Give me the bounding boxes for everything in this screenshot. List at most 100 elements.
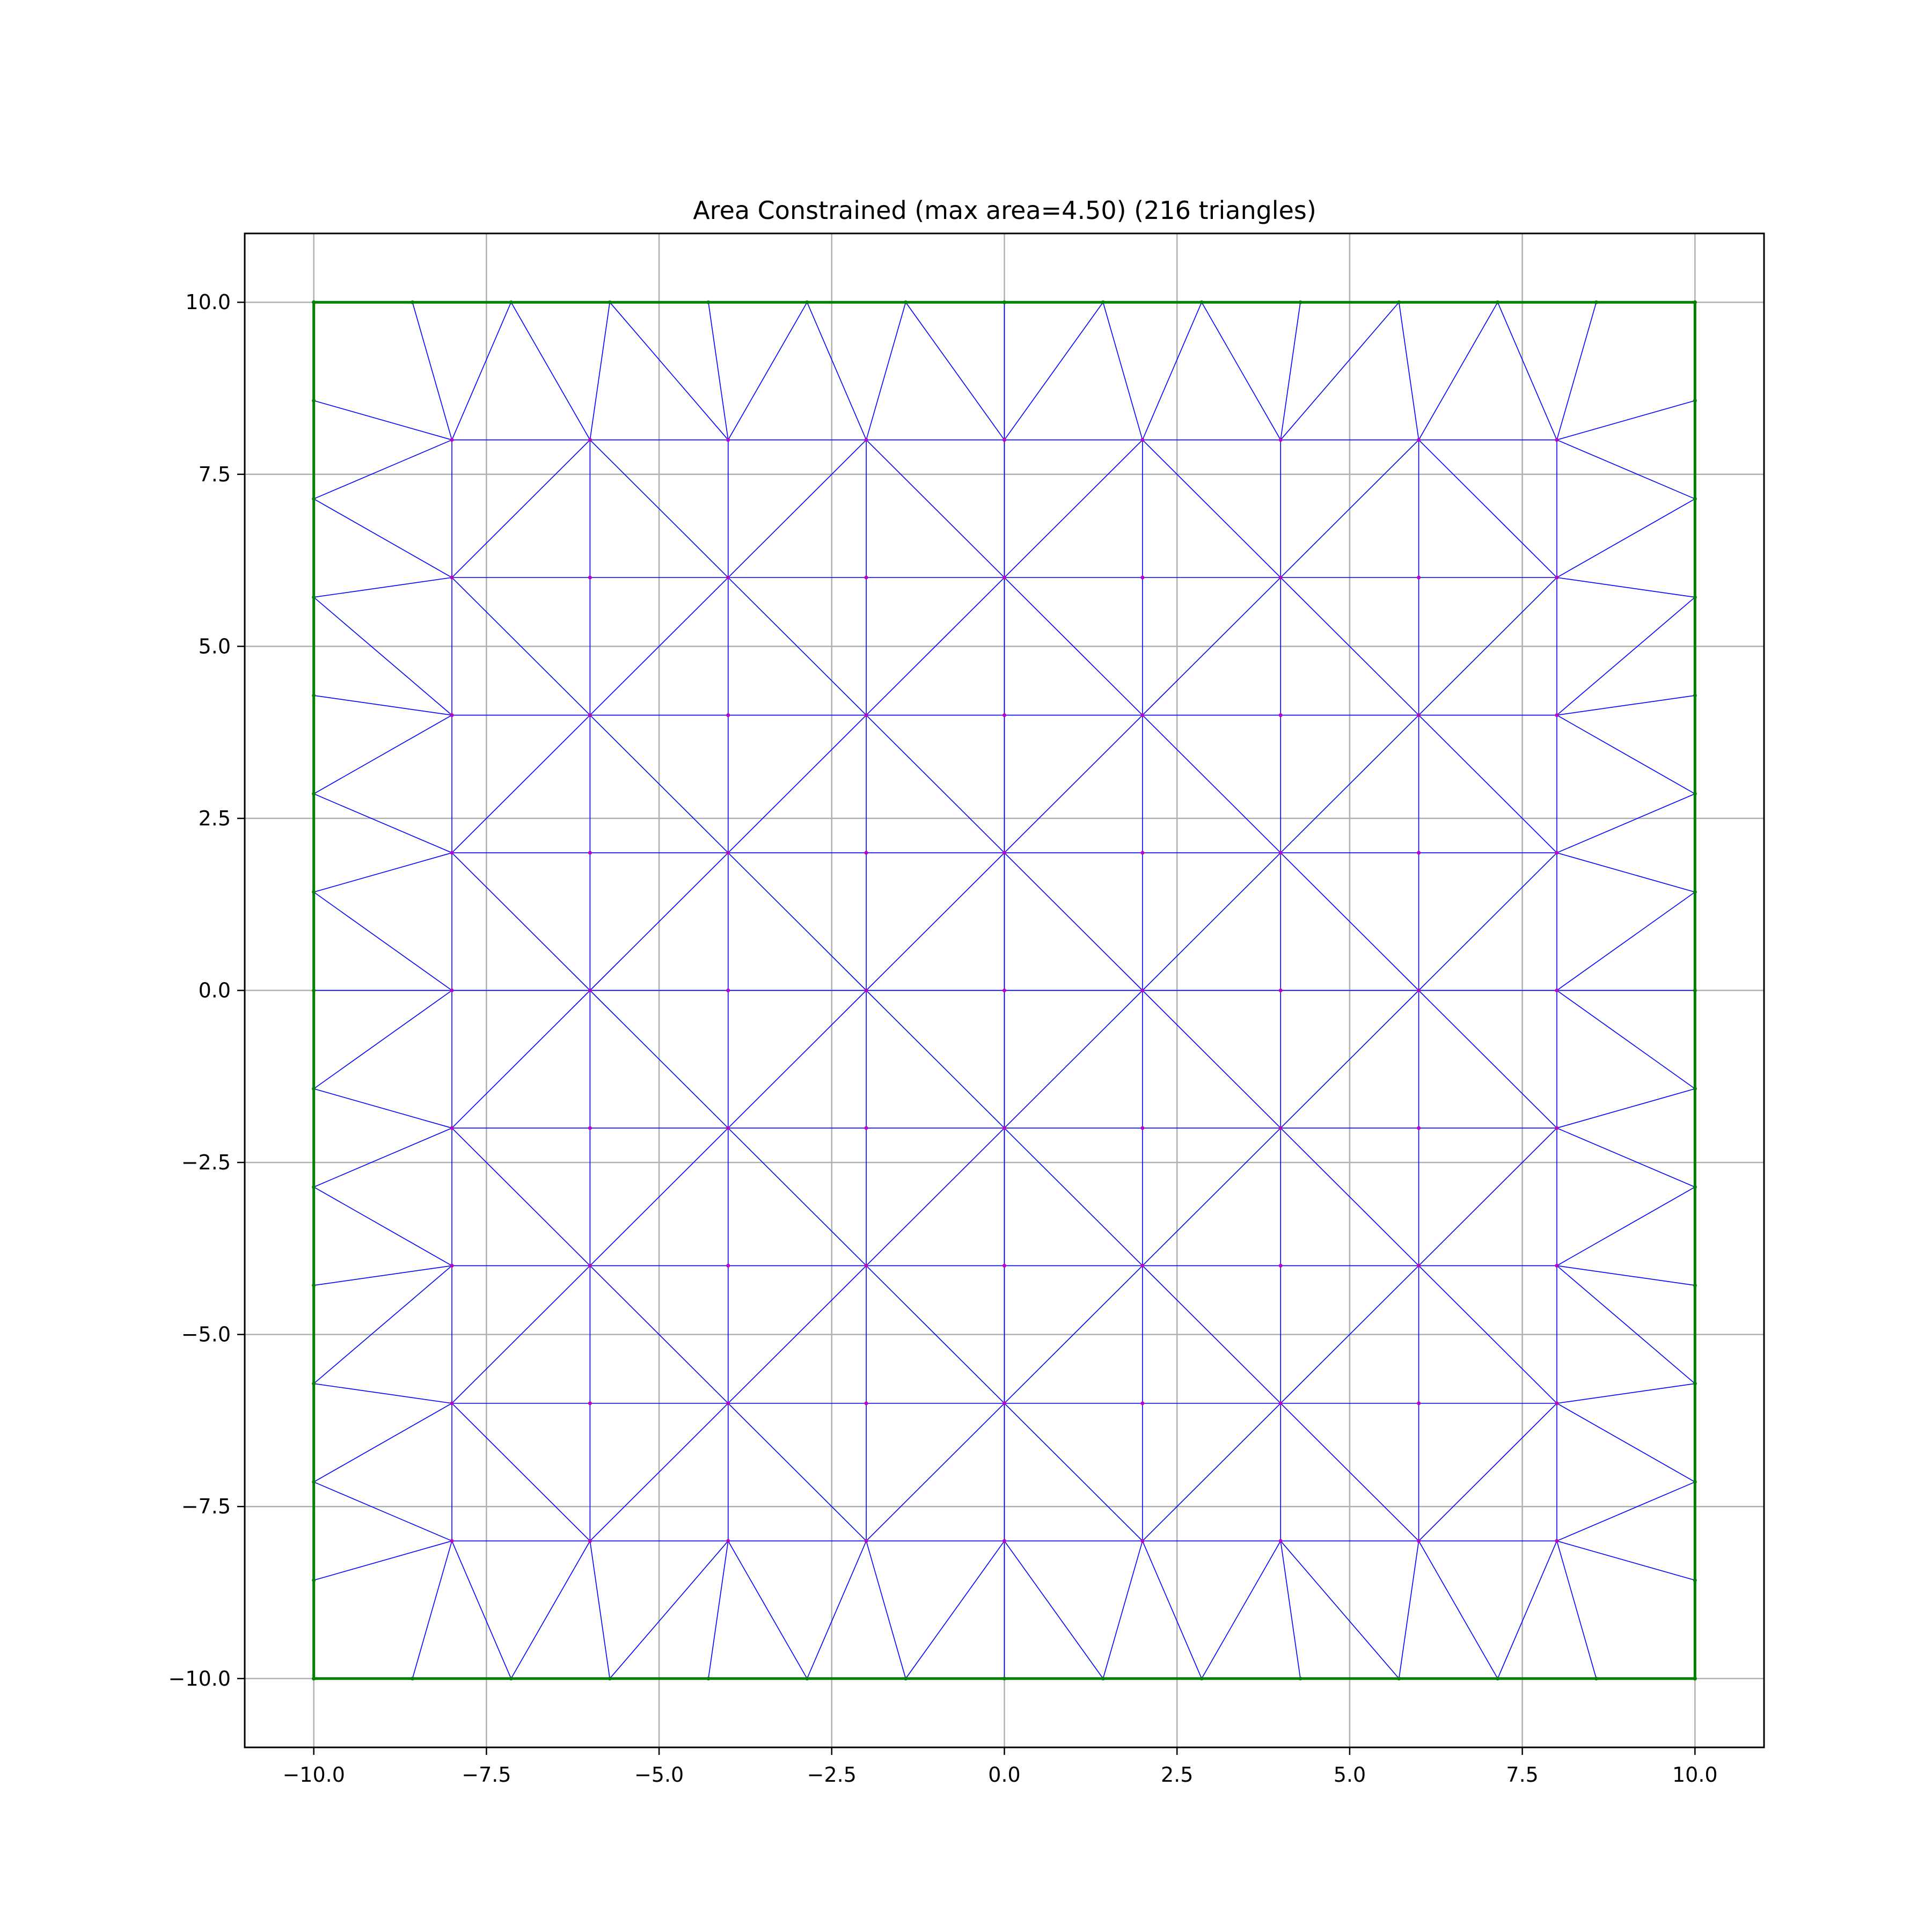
mesh-edge: [313, 1187, 452, 1267]
interior-node: [450, 575, 454, 580]
mesh-edge: [1556, 1128, 1695, 1188]
boundary-node: [1693, 693, 1697, 698]
mesh-nodes: [312, 300, 1697, 1681]
interior-node: [588, 713, 592, 718]
boundary-node: [1693, 890, 1697, 894]
interior-node: [1555, 1126, 1559, 1130]
interior-node: [1417, 575, 1421, 580]
boundary-node: [1693, 595, 1697, 599]
boundary-node: [706, 300, 711, 304]
interior-node: [1555, 1539, 1559, 1543]
mesh-edge: [1418, 302, 1498, 441]
mesh-edge: [728, 852, 867, 991]
boundary-node: [1693, 497, 1697, 501]
mesh-edge: [313, 1403, 452, 1483]
boundary-node: [1693, 398, 1697, 402]
mesh-edge: [1280, 302, 1400, 441]
boundary-node: [411, 300, 415, 304]
mesh-edge: [1142, 1265, 1281, 1404]
boundary-node: [608, 1677, 612, 1681]
interior-node: [864, 989, 868, 992]
mesh-edge: [313, 498, 452, 578]
mesh-edge: [1418, 1265, 1557, 1404]
interior-node: [726, 438, 730, 442]
boundary-node: [1693, 1578, 1697, 1583]
interior-node: [1417, 851, 1421, 855]
mesh-edge: [589, 1403, 729, 1541]
interior-node: [1417, 713, 1421, 718]
boundary-node: [1397, 300, 1401, 304]
mesh-edge: [451, 1541, 512, 1679]
boundary-node: [312, 497, 316, 501]
mesh-edge: [510, 302, 591, 441]
interior-node: [588, 989, 592, 992]
mesh-edge: [1004, 715, 1143, 853]
mesh-edge: [905, 302, 1005, 441]
mesh-edge: [1556, 498, 1695, 578]
boundary-node: [1594, 1677, 1598, 1681]
boundary-node: [805, 300, 809, 304]
boundary-node: [1002, 1677, 1006, 1681]
boundary-node: [312, 1087, 316, 1091]
mesh-edge: [313, 852, 452, 893]
x-tick-label: 10.0: [1672, 1763, 1718, 1787]
mesh-edge: [1004, 1128, 1143, 1266]
mesh-edge: [313, 1128, 452, 1188]
mesh-edge: [1556, 1481, 1695, 1542]
interior-node: [1002, 1539, 1006, 1543]
interior-node: [588, 851, 592, 855]
mesh-edge: [1497, 1541, 1557, 1679]
interior-node: [450, 438, 454, 442]
y-tick-label: −5.0: [181, 1323, 231, 1346]
interior-node: [1417, 1539, 1421, 1543]
interior-node: [1417, 1401, 1421, 1406]
mesh-edge: [1418, 1128, 1557, 1266]
interior-node: [1417, 438, 1421, 442]
interior-node: [1278, 575, 1283, 580]
mesh-edge: [313, 1481, 452, 1542]
interior-node: [864, 851, 868, 855]
mesh-edge: [1418, 440, 1557, 578]
mesh-edge: [1142, 1403, 1281, 1541]
mesh-edge: [1398, 302, 1419, 440]
interior-node: [1002, 713, 1006, 718]
mesh-edge: [451, 1128, 590, 1266]
mesh-edge: [510, 1540, 591, 1679]
mesh-edge: [728, 715, 867, 853]
boundary-node: [1693, 300, 1697, 304]
boundary-node: [1693, 1283, 1697, 1287]
mesh-edge: [1102, 1541, 1143, 1679]
chart-title: Area Constrained (max area=4.50) (216 tr…: [693, 196, 1316, 225]
interior-node: [1555, 1401, 1559, 1406]
mesh-edge: [451, 1403, 590, 1541]
boundary-node: [312, 398, 316, 402]
interior-node: [1555, 575, 1559, 580]
mesh-edge: [589, 302, 611, 440]
interior-node: [1140, 575, 1145, 580]
interior-node: [450, 1126, 454, 1130]
mesh-edge: [807, 1541, 867, 1679]
boundary-node: [509, 1677, 513, 1681]
mesh-edge: [313, 695, 452, 716]
mesh-edge: [313, 1540, 452, 1581]
mesh-edge: [1556, 400, 1695, 441]
boundary-node: [1693, 1381, 1697, 1386]
boundary-node: [411, 1677, 415, 1681]
mesh-edge: [589, 990, 729, 1129]
interior-node: [726, 1539, 730, 1543]
interior-node: [1140, 1539, 1145, 1543]
boundary-node: [312, 1185, 316, 1189]
mesh-edge: [1142, 1541, 1202, 1679]
mesh-edge: [728, 1403, 867, 1541]
interior-node: [1278, 1126, 1283, 1130]
mesh-edge: [1004, 852, 1143, 991]
mesh-edge: [1556, 1540, 1695, 1581]
boundary-node: [1101, 1677, 1105, 1681]
boundary-node: [509, 300, 513, 304]
y-tick-label: 7.5: [199, 463, 231, 486]
mesh-edge: [728, 1540, 808, 1679]
mesh-edge: [1280, 577, 1419, 716]
mesh-edge: [1004, 1403, 1143, 1541]
interior-node: [1278, 1539, 1283, 1543]
boundary-node: [312, 300, 316, 304]
